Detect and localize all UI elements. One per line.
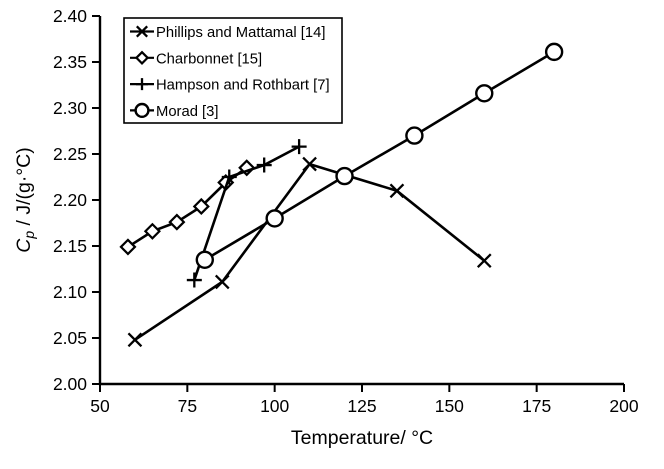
circle-marker-legend [134,102,150,119]
x-axis-title: Temperature/ °C [291,427,433,449]
circle-marker-series-4 [544,42,564,62]
y-tick-label: 2.05 [53,328,87,348]
y-tick-label: 2.20 [53,190,87,210]
series-line-4 [204,50,555,261]
circle-marker-series-4 [195,250,215,269]
x-marker-series-1 [476,253,492,269]
y-tick-label: 2.40 [53,6,87,26]
circle-marker-series-4 [475,84,494,103]
legend-entry-label: Hampson and Rothbart [7] [156,78,330,94]
plus-marker-series-3 [291,139,307,155]
plus-marker-legend [136,78,148,91]
plus-marker-series-3 [221,169,237,185]
y-tick-label: 2.35 [53,52,87,72]
diamond-marker-series-2 [143,222,161,240]
x-marker-series-1 [389,183,405,199]
legend-box [123,17,343,124]
x-tick-label: 75 [178,396,197,416]
x-marker-series-1 [302,156,317,172]
series-line-3 [193,145,300,281]
diamond-marker-series-2 [119,238,137,256]
y-tick-label: 2.30 [53,98,87,118]
plus-marker-series-3 [256,157,272,173]
x-tick-label: 150 [435,396,464,416]
legend-entry-label: Phillips and Mattamal [14] [156,25,325,41]
legend-entry-label: Charbonnet [15] [156,51,262,67]
series-line-1 [134,162,486,341]
y-tick-label: 2.25 [53,144,87,164]
y-tick-label: 2.10 [53,282,87,302]
y-tick-label: 2.00 [53,374,87,394]
legend-entry-label: Morad [3] [156,104,219,120]
x-tick-label: 125 [347,396,376,416]
y-axis-title: Cp / J/(g·°C) [13,147,37,253]
circle-marker-series-4 [405,126,424,145]
diamond-marker-legend [134,50,150,65]
y-tick-label: 2.15 [53,236,87,256]
x-tick-label: 200 [609,396,638,416]
circle-marker-series-4 [335,166,354,186]
x-marker-series-1 [127,332,143,348]
x-tick-label: 50 [90,396,110,416]
diamond-marker-series-2 [168,213,186,231]
diamond-marker-series-2 [192,197,210,215]
plus-marker-series-3 [186,272,202,288]
circle-marker-series-4 [265,209,284,228]
x-marker-series-1 [214,274,230,290]
x-tick-label: 175 [522,396,551,416]
x-tick-label: 100 [260,396,289,416]
x-marker-legend [135,25,149,38]
